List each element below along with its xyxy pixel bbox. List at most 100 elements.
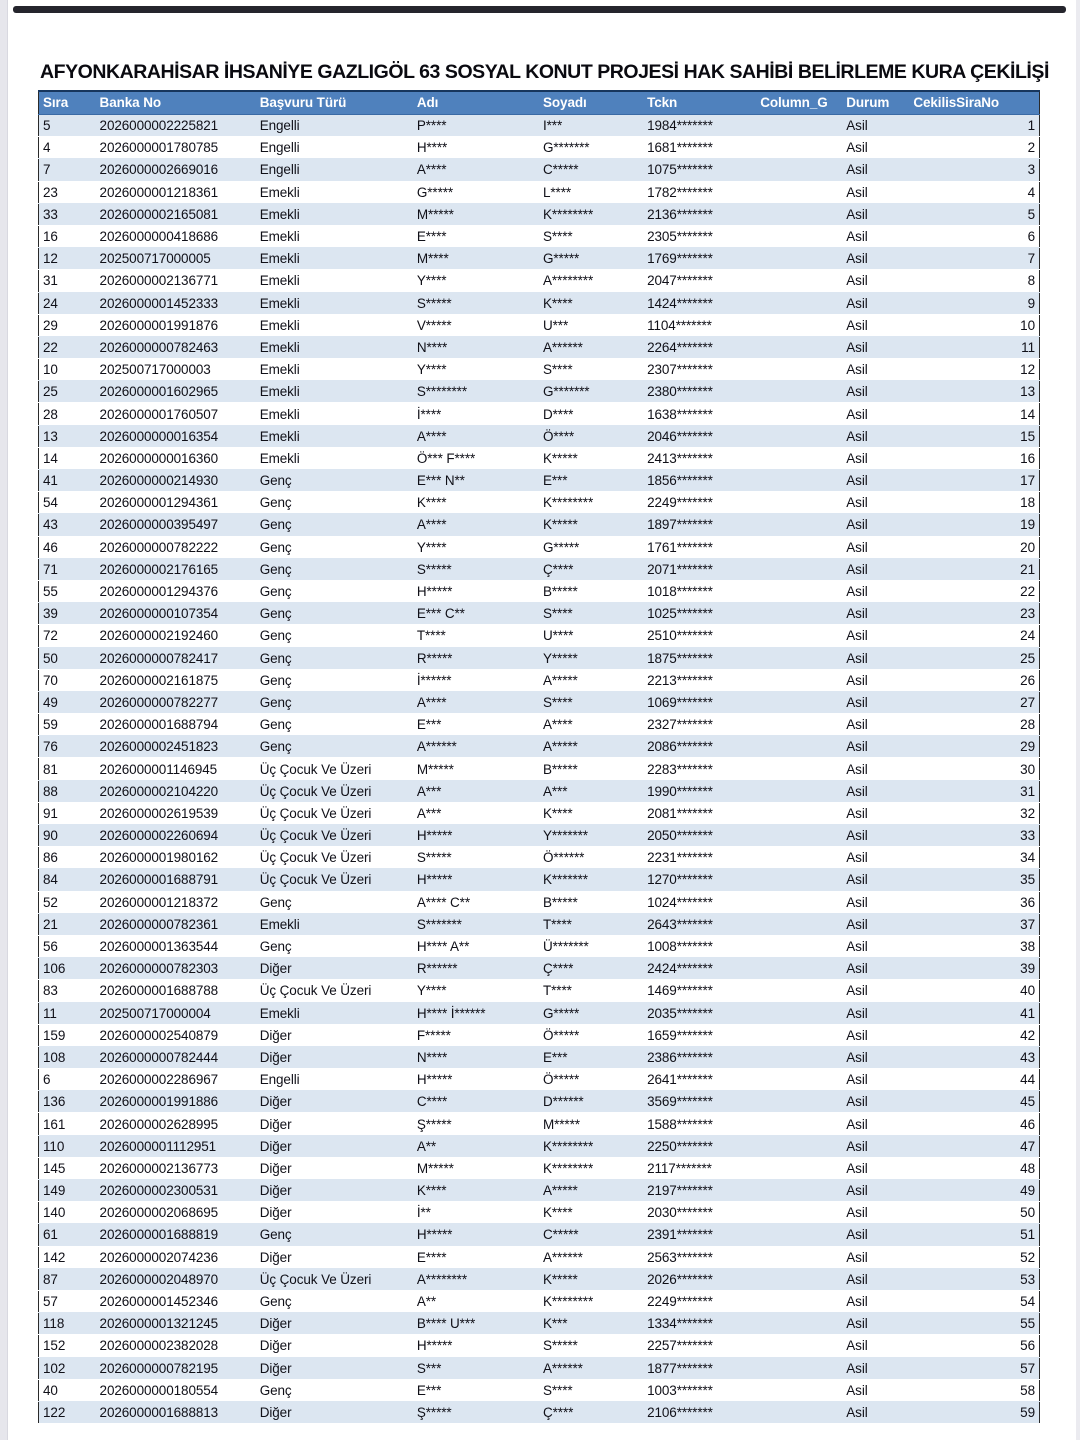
cell-sira: 39: [38, 602, 96, 626]
col-header-cekilis-sira-no: CekilisSiraNo: [909, 90, 1040, 115]
cell-durum: Asil: [842, 247, 910, 271]
cell-banka-no: 2026000000782463: [95, 336, 256, 360]
cell-tckn: 2307*******: [643, 358, 757, 382]
cell-basvuru-turu: Diğer: [255, 1024, 413, 1047]
cell-durum: Asil: [842, 1268, 910, 1291]
cell-soyadi: B*****: [538, 580, 644, 604]
cell-banka-no: 2026000002161875: [95, 669, 256, 692]
cell-column-g: [756, 314, 843, 337]
table-row: 56 2026000001363544 Genç H**** A** Ü******* 1…: [38, 935, 1040, 959]
table-row: 145 2026000002136773 Diğer M***** K******** 2…: [38, 1157, 1040, 1181]
cell-basvuru-turu: Genç: [255, 580, 413, 604]
cell-basvuru-turu: Genç: [255, 935, 413, 959]
cell-soyadi: Y*****: [538, 647, 644, 670]
cell-column-g: [756, 735, 843, 759]
table-row: 106 2026000000782303 Diğer R****** Ç**** 2424…: [38, 957, 1040, 981]
cell-basvuru-turu: Üç Çocuk Ve Üzeri: [255, 979, 413, 1003]
cell-soyadi: K*****: [538, 513, 644, 537]
cell-column-g: [756, 1112, 843, 1136]
cell-durum: Asil: [842, 1357, 910, 1380]
cell-sira: 159: [38, 1024, 96, 1047]
cell-column-g: [756, 1135, 843, 1158]
cell-cekilis-sira-no: 18: [909, 491, 1040, 515]
table-row: 54 2026000001294361 Genç K**** K******** 2249…: [38, 491, 1040, 515]
cell-column-g: [756, 1179, 843, 1203]
cell-column-g: [756, 713, 843, 737]
cell-basvuru-turu: Genç: [255, 491, 413, 515]
cell-basvuru-turu: Diğer: [255, 1401, 413, 1425]
table-row: 12 202500717000005 Emekli M**** G***** 1769**…: [38, 247, 1040, 271]
cell-cekilis-sira-no: 49: [909, 1179, 1040, 1203]
cell-column-g: [756, 602, 843, 626]
table-row: 31 2026000002136771 Emekli Y**** A******** 20…: [38, 269, 1040, 293]
cell-column-g: [756, 979, 843, 1003]
cell-soyadi: D******: [538, 1090, 644, 1114]
cell-tckn: 2283*******: [643, 757, 757, 781]
cell-adi: İ******: [412, 669, 539, 692]
table-row: 59 2026000001688794 Genç E*** A**** 2327*****…: [38, 713, 1040, 737]
cell-banka-no: 2026000001112951: [95, 1135, 256, 1158]
cell-sira: 23: [38, 181, 96, 204]
cell-banka-no: 2026000001688791: [95, 868, 256, 892]
cell-adi: S***: [412, 1357, 539, 1380]
page-title: AFYONKARAHİSAR İHSANİYE GAZLIGÖL 63 SOSY…: [40, 61, 1049, 83]
cell-adi: E***: [412, 1379, 539, 1402]
cell-soyadi: D****: [538, 402, 644, 426]
cell-soyadi: S****: [538, 1379, 644, 1402]
cell-adi: A****: [412, 425, 539, 448]
table-row: 61 2026000001688819 Genç H***** C***** 2391**…: [38, 1223, 1040, 1247]
cell-column-g: [756, 1157, 843, 1181]
cell-sira: 16: [38, 225, 96, 249]
cell-basvuru-turu: Emekli: [255, 292, 413, 315]
cell-sira: 24: [38, 292, 96, 315]
table-row: 118 2026000001321245 Diğer B**** U*** K*** 13…: [38, 1312, 1040, 1336]
cell-soyadi: G*******: [538, 136, 644, 160]
cell-column-g: [756, 247, 843, 271]
cell-banka-no: 2026000002165081: [95, 203, 256, 226]
cell-soyadi: Ö*****: [538, 1024, 644, 1047]
cell-adi: E***: [412, 713, 539, 737]
cell-cekilis-sira-no: 3: [909, 158, 1040, 182]
cell-column-g: [756, 1024, 843, 1047]
cell-soyadi: A*****: [538, 669, 644, 692]
cell-adi: T****: [412, 624, 539, 648]
cell-tckn: 2327*******: [643, 713, 757, 737]
cell-durum: Asil: [842, 624, 910, 648]
cell-tckn: 1638*******: [643, 402, 757, 426]
cell-banka-no: 2026000001294361: [95, 491, 256, 515]
cell-durum: Asil: [842, 469, 910, 493]
cell-tckn: 1681*******: [643, 136, 757, 160]
table-row: 39 2026000000107354 Genç E*** C** S**** 1025*…: [38, 602, 1040, 626]
cell-adi: A**: [412, 1135, 539, 1158]
col-header-column-g: Column_G: [756, 90, 843, 115]
cell-durum: Asil: [842, 802, 910, 826]
cell-durum: Asil: [842, 780, 910, 803]
cell-soyadi: A******: [538, 1246, 644, 1269]
cell-soyadi: L****: [538, 181, 644, 204]
cell-banka-no: 2026000001294376: [95, 580, 256, 604]
cell-adi: R******: [412, 957, 539, 981]
cell-banka-no: 2026000001218372: [95, 891, 256, 914]
cell-soyadi: Ç****: [538, 957, 644, 981]
cell-tckn: 1469*******: [643, 979, 757, 1003]
cell-sira: 136: [38, 1090, 96, 1114]
cell-basvuru-turu: Emekli: [255, 425, 413, 448]
cell-durum: Asil: [842, 713, 910, 737]
cell-adi: K****: [412, 491, 539, 515]
cell-tckn: 2086*******: [643, 735, 757, 759]
table-row: 71 2026000002176165 Genç S***** Ç**** 2071***…: [38, 558, 1040, 581]
cell-column-g: [756, 891, 843, 914]
table-row: 50 2026000000782417 Genç R***** Y***** 1875**…: [38, 647, 1040, 670]
table-row: 83 2026000001688788 Üç Çocuk Ve Üzeri Y****…: [38, 979, 1040, 1003]
cell-cekilis-sira-no: 59: [909, 1401, 1040, 1425]
cell-column-g: [756, 1223, 843, 1247]
cell-cekilis-sira-no: 55: [909, 1312, 1040, 1336]
cell-column-g: [756, 757, 843, 781]
cell-durum: Asil: [842, 757, 910, 781]
cell-soyadi: G*****: [538, 1002, 644, 1025]
cell-tckn: 1008*******: [643, 935, 757, 959]
cell-durum: Asil: [842, 1002, 910, 1025]
cell-column-g: [756, 957, 843, 981]
cell-column-g: [756, 691, 843, 715]
cell-cekilis-sira-no: 17: [909, 469, 1040, 493]
